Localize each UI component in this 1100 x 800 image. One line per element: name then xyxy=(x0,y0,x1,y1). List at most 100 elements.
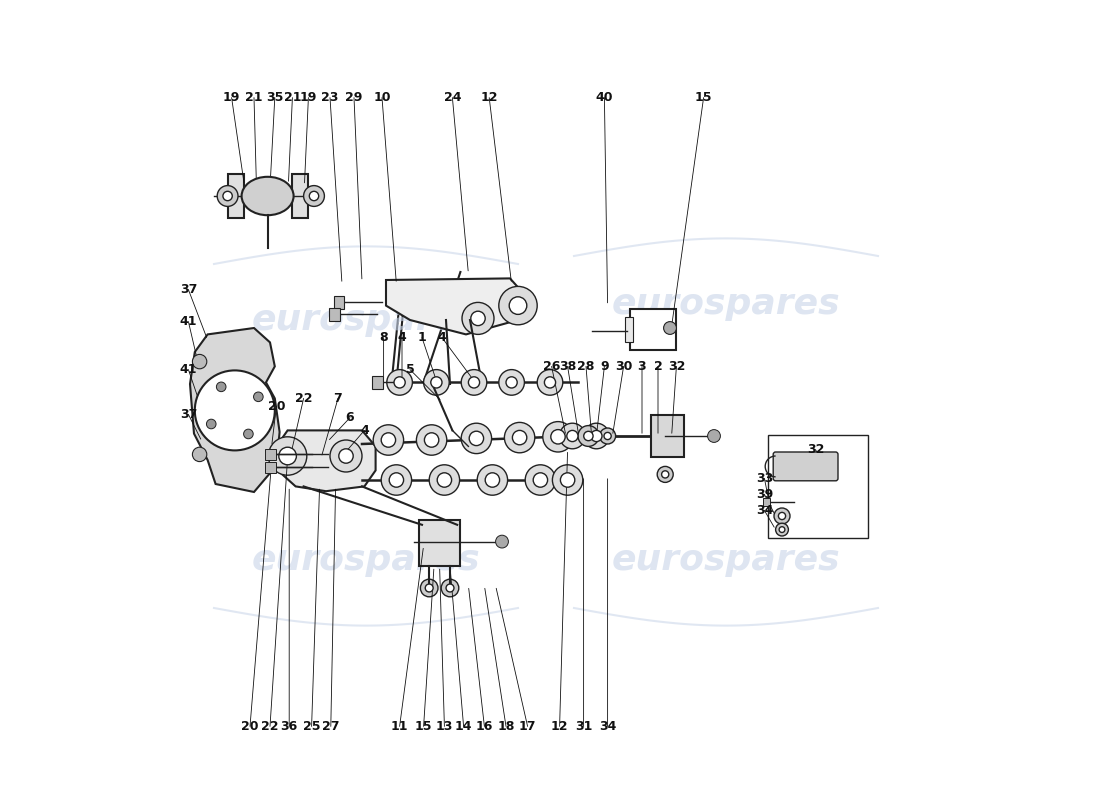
Bar xyxy=(762,498,770,506)
Text: 30: 30 xyxy=(615,360,632,373)
Bar xyxy=(329,308,340,321)
Text: 11: 11 xyxy=(390,720,408,733)
Circle shape xyxy=(469,377,480,388)
Circle shape xyxy=(551,430,565,444)
Bar xyxy=(373,376,383,389)
Text: 39: 39 xyxy=(756,488,773,501)
Circle shape xyxy=(537,370,563,395)
Circle shape xyxy=(207,419,216,429)
Circle shape xyxy=(774,508,790,524)
Circle shape xyxy=(544,377,556,388)
Text: 36: 36 xyxy=(280,720,298,733)
Text: 21: 21 xyxy=(284,91,301,104)
Text: 23: 23 xyxy=(321,91,339,104)
Circle shape xyxy=(661,470,669,478)
Bar xyxy=(625,317,634,342)
Circle shape xyxy=(217,382,226,392)
Circle shape xyxy=(192,447,207,462)
Circle shape xyxy=(223,191,232,201)
Text: 34: 34 xyxy=(756,504,773,517)
Text: 37: 37 xyxy=(179,408,197,421)
Circle shape xyxy=(776,523,789,536)
Circle shape xyxy=(437,473,452,487)
Circle shape xyxy=(534,473,548,487)
Text: 4: 4 xyxy=(397,331,406,344)
Text: 16: 16 xyxy=(475,720,493,733)
Circle shape xyxy=(560,423,585,449)
Bar xyxy=(651,415,684,457)
Text: 37: 37 xyxy=(179,283,197,296)
Bar xyxy=(419,520,461,566)
Circle shape xyxy=(470,431,484,446)
Circle shape xyxy=(566,430,578,442)
Text: 38: 38 xyxy=(559,360,576,373)
Text: 14: 14 xyxy=(455,720,472,733)
Circle shape xyxy=(441,579,459,597)
Text: 21: 21 xyxy=(245,91,263,104)
Text: 31: 31 xyxy=(575,720,592,733)
Circle shape xyxy=(330,440,362,472)
Circle shape xyxy=(584,423,609,449)
Circle shape xyxy=(542,422,573,452)
Text: 41: 41 xyxy=(179,315,197,328)
Circle shape xyxy=(663,322,676,334)
Text: 12: 12 xyxy=(551,720,569,733)
Text: 8: 8 xyxy=(379,331,388,344)
Circle shape xyxy=(506,377,517,388)
Text: 32: 32 xyxy=(807,443,824,456)
Circle shape xyxy=(513,430,527,445)
Text: 40: 40 xyxy=(596,91,613,104)
Ellipse shape xyxy=(242,177,294,215)
Text: 27: 27 xyxy=(322,720,340,733)
Polygon shape xyxy=(386,278,525,334)
Text: eurospares: eurospares xyxy=(612,287,840,321)
Text: 18: 18 xyxy=(497,720,515,733)
Circle shape xyxy=(578,426,598,446)
Circle shape xyxy=(461,423,492,454)
Text: 17: 17 xyxy=(519,720,537,733)
Text: 13: 13 xyxy=(436,720,453,733)
Text: 29: 29 xyxy=(345,91,363,104)
Circle shape xyxy=(278,447,296,465)
Polygon shape xyxy=(276,430,375,491)
Circle shape xyxy=(657,466,673,482)
Circle shape xyxy=(420,579,438,597)
Circle shape xyxy=(389,473,404,487)
Text: 32: 32 xyxy=(668,360,685,373)
Text: 12: 12 xyxy=(481,91,498,104)
Text: 10: 10 xyxy=(373,91,390,104)
Circle shape xyxy=(496,535,508,548)
Text: 15: 15 xyxy=(695,91,713,104)
Circle shape xyxy=(509,297,527,314)
Circle shape xyxy=(498,286,537,325)
Text: 26: 26 xyxy=(543,360,560,373)
Circle shape xyxy=(424,370,449,395)
Text: 22: 22 xyxy=(262,720,278,733)
Bar xyxy=(334,296,344,309)
Circle shape xyxy=(584,431,593,441)
Circle shape xyxy=(462,302,494,334)
Text: 6: 6 xyxy=(345,411,354,424)
Circle shape xyxy=(243,429,253,438)
Circle shape xyxy=(431,377,442,388)
Text: 20: 20 xyxy=(241,720,258,733)
Text: 28: 28 xyxy=(578,360,595,373)
Bar xyxy=(265,449,276,460)
Circle shape xyxy=(461,370,487,395)
Polygon shape xyxy=(190,328,279,492)
Circle shape xyxy=(304,186,324,206)
Text: 41: 41 xyxy=(179,363,197,376)
Text: 5: 5 xyxy=(406,363,415,376)
Circle shape xyxy=(394,377,405,388)
Text: 20: 20 xyxy=(267,400,285,413)
Bar xyxy=(292,174,308,218)
Circle shape xyxy=(254,392,263,402)
Text: 19: 19 xyxy=(299,91,317,104)
Circle shape xyxy=(217,186,238,206)
Circle shape xyxy=(485,473,499,487)
Circle shape xyxy=(387,370,412,395)
Text: 4: 4 xyxy=(438,331,447,344)
Text: eurospares: eurospares xyxy=(612,543,840,577)
Text: 24: 24 xyxy=(443,91,461,104)
Circle shape xyxy=(707,430,721,442)
